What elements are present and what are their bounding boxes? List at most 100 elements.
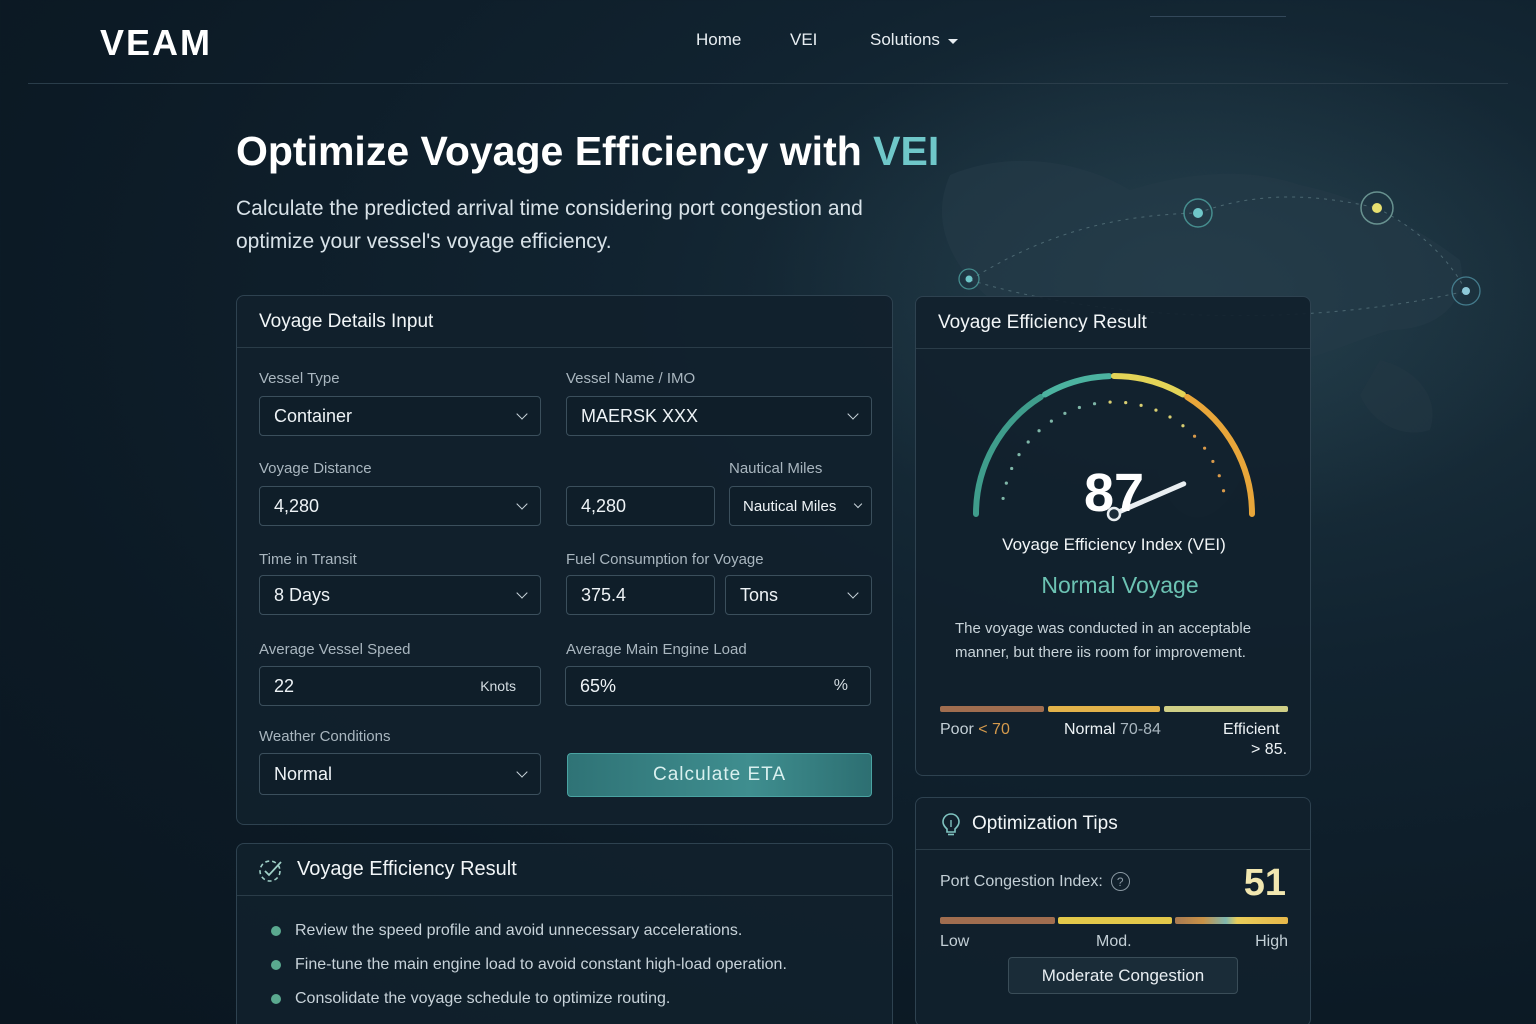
voyage-distance-input[interactable]: 4,280 bbox=[566, 486, 715, 526]
map-marker-icon bbox=[1183, 198, 1213, 228]
time-in-transit-select[interactable]: 8 Days bbox=[259, 575, 541, 615]
scale-segment-poor bbox=[940, 706, 1044, 712]
engine-load-input[interactable]: 65% % bbox=[565, 666, 871, 706]
fuel-value: 375.4 bbox=[581, 584, 627, 605]
gauge-tick bbox=[1049, 419, 1053, 423]
help-icon[interactable]: ? bbox=[1110, 872, 1130, 891]
page-subtitle: Calculate the predicted arrival time con… bbox=[236, 197, 863, 253]
scale-segment-normal bbox=[1048, 706, 1160, 712]
map-marker-icon bbox=[958, 268, 980, 290]
gauge-tick bbox=[1026, 440, 1030, 444]
gauge-tick bbox=[1124, 401, 1128, 405]
fuel-input[interactable]: 375.4 bbox=[566, 575, 715, 615]
congestion-segment-low bbox=[940, 917, 1055, 924]
list-item: Consolidate the voyage schedule to optim… bbox=[271, 982, 787, 1016]
weather-select[interactable]: Normal bbox=[259, 753, 541, 795]
fuel-unit-value: Tons bbox=[740, 584, 779, 605]
gauge-tick bbox=[1017, 453, 1021, 457]
map-marker-icon bbox=[1360, 191, 1394, 225]
engine-load-label: Average Main Engine Load bbox=[566, 641, 747, 658]
top-header: VEAM Home VEI Solutions bbox=[0, 0, 1536, 84]
gauge-tick bbox=[1092, 402, 1097, 406]
panel-title: Voyage Efficiency Result bbox=[297, 858, 517, 880]
recommendations-panel-header: Voyage Efficiency Result bbox=[237, 844, 892, 896]
gauge-needle-icon bbox=[1106, 481, 1187, 522]
chevron-down-icon bbox=[516, 498, 528, 510]
chevron-down-icon bbox=[853, 499, 863, 509]
bullet-dot-icon bbox=[271, 994, 281, 1004]
port-congestion-value: 51 bbox=[1243, 862, 1286, 904]
port-congestion-label: Port Congestion Index: ? bbox=[940, 872, 1130, 891]
logo[interactable]: VEAM bbox=[100, 22, 213, 63]
header-divider bbox=[28, 83, 1508, 84]
map-marker-icon bbox=[1451, 276, 1481, 306]
gauge-arc-top bbox=[1184, 393, 1255, 517]
nav-home[interactable]: Home bbox=[696, 30, 742, 49]
result-description: The voyage was conducted in an acceptabl… bbox=[955, 620, 1252, 661]
weather-label: Weather Conditions bbox=[259, 728, 391, 745]
voyage-input-panel: Voyage Details Input Vessel Type Contain… bbox=[236, 295, 893, 825]
gauge-tick bbox=[1037, 429, 1041, 433]
speed-input[interactable]: 22 Knots bbox=[259, 666, 541, 706]
nav-solutions-label: Solutions bbox=[870, 30, 940, 49]
voyage-distance-input-value: 4,280 bbox=[581, 495, 627, 516]
gauge-tick bbox=[1192, 434, 1197, 438]
nav-solutions[interactable]: Solutions bbox=[870, 30, 990, 50]
recommendation-list: Review the speed profile and avoid unnec… bbox=[271, 914, 787, 1016]
distance-unit-select[interactable]: Nautical Miles bbox=[729, 486, 872, 526]
port-congestion-text: Port Congestion Index: bbox=[940, 872, 1103, 890]
lightbulb-icon bbox=[942, 812, 960, 835]
recommendations-panel: Voyage Efficiency Result Review the spee… bbox=[236, 843, 893, 1024]
voyage-distance-select[interactable]: 4,280 bbox=[259, 486, 541, 526]
calculate-eta-button[interactable]: Calculate ETA bbox=[567, 753, 872, 797]
engine-load-value: 65% bbox=[580, 675, 617, 696]
page-title-accent: VEI bbox=[873, 128, 940, 174]
vessel-type-select[interactable]: Container bbox=[259, 396, 541, 436]
congestion-segment-high bbox=[1175, 917, 1288, 924]
gauge-tick bbox=[1001, 496, 1005, 501]
chevron-down-icon bbox=[847, 587, 859, 599]
bullet-dot-icon bbox=[271, 960, 281, 970]
gauge-tick bbox=[1217, 474, 1221, 478]
nav-vei[interactable]: VEI bbox=[790, 30, 818, 49]
gauge-tick bbox=[1221, 489, 1226, 493]
vei-score: 87 bbox=[1083, 463, 1145, 523]
caret-down-icon bbox=[947, 38, 958, 44]
scale-normal-text: Normal bbox=[1064, 721, 1116, 738]
scale-efficient-text: Efficient bbox=[1223, 721, 1280, 738]
gauge-tick bbox=[1181, 424, 1185, 428]
list-item: Review the speed profile and avoid unnec… bbox=[271, 914, 787, 948]
vei-score-label: Voyage Efficiency Index (VEI) bbox=[1002, 535, 1226, 554]
weather-value: Normal bbox=[274, 763, 333, 784]
gauge-arc-low bbox=[973, 393, 1044, 517]
speed-unit: Knots bbox=[480, 678, 516, 694]
vessel-name-label: Vessel Name / IMO bbox=[566, 370, 696, 387]
distance-unit-label: Nautical Miles bbox=[729, 460, 823, 477]
scale-normal-label: Normal 70-84 bbox=[1064, 721, 1161, 739]
gauge-tick bbox=[1154, 408, 1158, 412]
scale-poor-text: Poor bbox=[940, 721, 974, 738]
fuel-label: Fuel Consumption for Voyage bbox=[566, 551, 764, 568]
time-in-transit-label: Time in Transit bbox=[259, 551, 357, 568]
congestion-status-badge: Moderate Congestion bbox=[1008, 957, 1238, 994]
page-title: Optimize Voyage Efficiency with VEI bbox=[236, 128, 939, 175]
gauge-tick bbox=[1063, 411, 1067, 415]
chevron-down-icon bbox=[516, 587, 528, 599]
bullet-dot-icon bbox=[271, 926, 281, 936]
vessel-name-select[interactable]: MAERSK XXX bbox=[566, 396, 872, 436]
fuel-unit-select[interactable]: Tons bbox=[725, 575, 872, 615]
scale-normal-range: 70-84 bbox=[1120, 721, 1161, 738]
vessel-name-value: MAERSK XXX bbox=[581, 405, 699, 426]
congestion-high-label: High bbox=[1255, 933, 1288, 950]
chevron-down-icon bbox=[516, 766, 528, 778]
gauge-tick bbox=[1139, 403, 1143, 407]
panel-title: Voyage Details Input bbox=[237, 296, 892, 348]
voyage-distance-value: 4,280 bbox=[274, 495, 320, 516]
panel-title: Voyage Efficiency Result bbox=[916, 297, 1310, 349]
time-in-transit-value: 8 Days bbox=[274, 584, 331, 605]
gauge-tick bbox=[1010, 466, 1014, 471]
header-divider bbox=[1150, 16, 1286, 17]
panel-title: Optimization Tips bbox=[972, 812, 1118, 834]
congestion-segment-mod bbox=[1058, 917, 1172, 924]
gauge-arc-mid bbox=[1042, 373, 1113, 398]
